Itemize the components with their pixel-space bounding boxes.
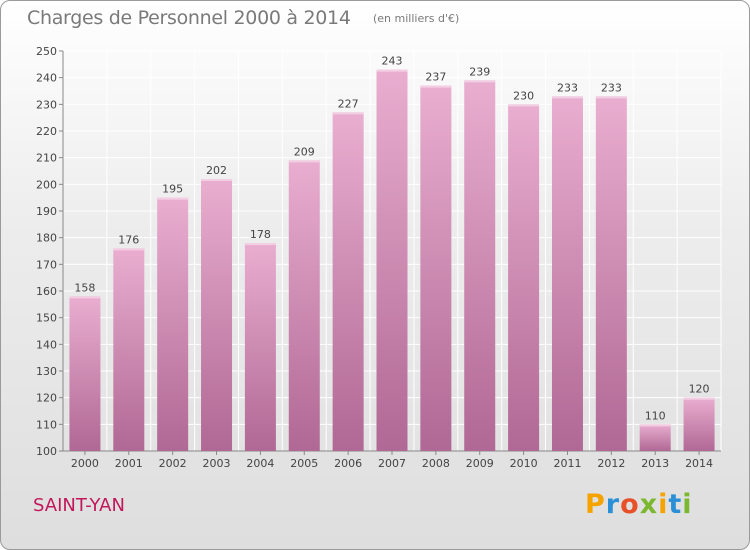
y-tick-label: 130 (36, 365, 57, 378)
y-tick-label: 220 (36, 125, 57, 138)
bar (201, 179, 233, 451)
logo-letter: i (658, 489, 669, 520)
y-tick-label: 120 (36, 392, 57, 405)
x-tick-label: 2014 (685, 457, 713, 470)
commune-name: SAINT-YAN (33, 495, 125, 516)
y-tick-label: 200 (36, 178, 57, 191)
bar (113, 248, 145, 451)
bar-value-label: 158 (74, 281, 95, 294)
bar (332, 112, 364, 451)
y-tick-label: 160 (36, 285, 57, 298)
bar-value-label: 230 (513, 89, 534, 102)
x-tick-label: 2011 (553, 457, 581, 470)
y-tick-label: 190 (36, 205, 57, 218)
bar-value-label: 120 (689, 383, 710, 396)
bar-value-label: 239 (469, 65, 490, 78)
y-tick-label: 250 (36, 45, 57, 58)
y-tick-label: 210 (36, 152, 57, 165)
bar-value-label: 202 (206, 164, 227, 177)
bar-top-edge (157, 197, 189, 200)
x-tick-label: 2009 (466, 457, 494, 470)
logo-letter: o (620, 489, 640, 520)
bar (376, 69, 408, 452)
bar (639, 424, 671, 451)
y-tick-label: 230 (36, 98, 57, 111)
x-tick-label: 2002 (159, 457, 187, 470)
x-tick-label: 2003 (203, 457, 231, 470)
chart-subtitle: (en milliers d'€) (373, 12, 460, 25)
bar (244, 243, 276, 451)
x-tick-label: 2004 (246, 457, 274, 470)
logo-letter: x (639, 489, 659, 520)
bar-top-edge (113, 248, 145, 251)
logo-letter: t (668, 489, 683, 520)
x-tick-label: 2005 (290, 457, 318, 470)
logo-letter: i (682, 489, 693, 520)
x-tick-label: 2006 (334, 457, 362, 470)
bar (288, 160, 320, 452)
x-tick-label: 2013 (641, 457, 669, 470)
bar (595, 96, 627, 451)
bar-top-edge (201, 179, 233, 181)
bar (69, 296, 101, 451)
bar-top-edge (69, 296, 101, 299)
bar-top-edge (376, 69, 408, 72)
x-tick-label: 2008 (422, 457, 450, 470)
bar-top-edge (420, 85, 452, 88)
bar-value-label: 209 (294, 145, 315, 158)
bar-value-label: 237 (425, 71, 446, 84)
y-tick-label: 240 (36, 72, 57, 85)
x-tick-label: 2007 (378, 457, 406, 470)
chart-title: Charges de Personnel 2000 à 2014 (27, 7, 351, 29)
y-tick-label: 170 (36, 258, 57, 271)
bar-value-label: 195 (162, 183, 183, 196)
bar-value-label: 233 (557, 81, 578, 94)
bar (420, 85, 452, 452)
bar (157, 197, 189, 451)
y-tick-label: 100 (36, 445, 57, 458)
bar-value-label: 178 (250, 228, 271, 241)
y-tick-label: 180 (36, 232, 57, 245)
x-tick-label: 2000 (71, 457, 99, 470)
logo-letter: r (605, 489, 621, 520)
proxiti-logo[interactable]: Proxiti (585, 489, 693, 520)
y-tick-label: 110 (36, 418, 57, 431)
bar-top-edge (508, 104, 540, 107)
bar-top-edge (332, 112, 364, 115)
bar-value-label: 176 (118, 233, 139, 246)
bar (551, 96, 583, 451)
bar (464, 80, 496, 451)
logo-letter: P (585, 489, 606, 520)
bar (683, 397, 715, 451)
x-tick-label: 2010 (510, 457, 538, 470)
bar-value-label: 227 (338, 97, 359, 110)
bar-value-label: 233 (601, 81, 622, 94)
x-tick-label: 2012 (597, 457, 625, 470)
x-tick-label: 2001 (115, 457, 143, 470)
bar-top-edge (595, 96, 627, 99)
bar-top-edge (464, 80, 496, 83)
bar-value-label: 243 (382, 55, 403, 68)
bar-top-edge (288, 160, 320, 163)
bar-top-edge (244, 243, 276, 245)
y-tick-label: 150 (36, 312, 57, 325)
bar-top-edge (551, 96, 583, 99)
y-tick-label: 140 (36, 338, 57, 351)
bar-value-label: 110 (645, 409, 666, 422)
bar-top-edge (683, 397, 715, 400)
bar-top-edge (639, 424, 671, 427)
bar (508, 104, 540, 451)
